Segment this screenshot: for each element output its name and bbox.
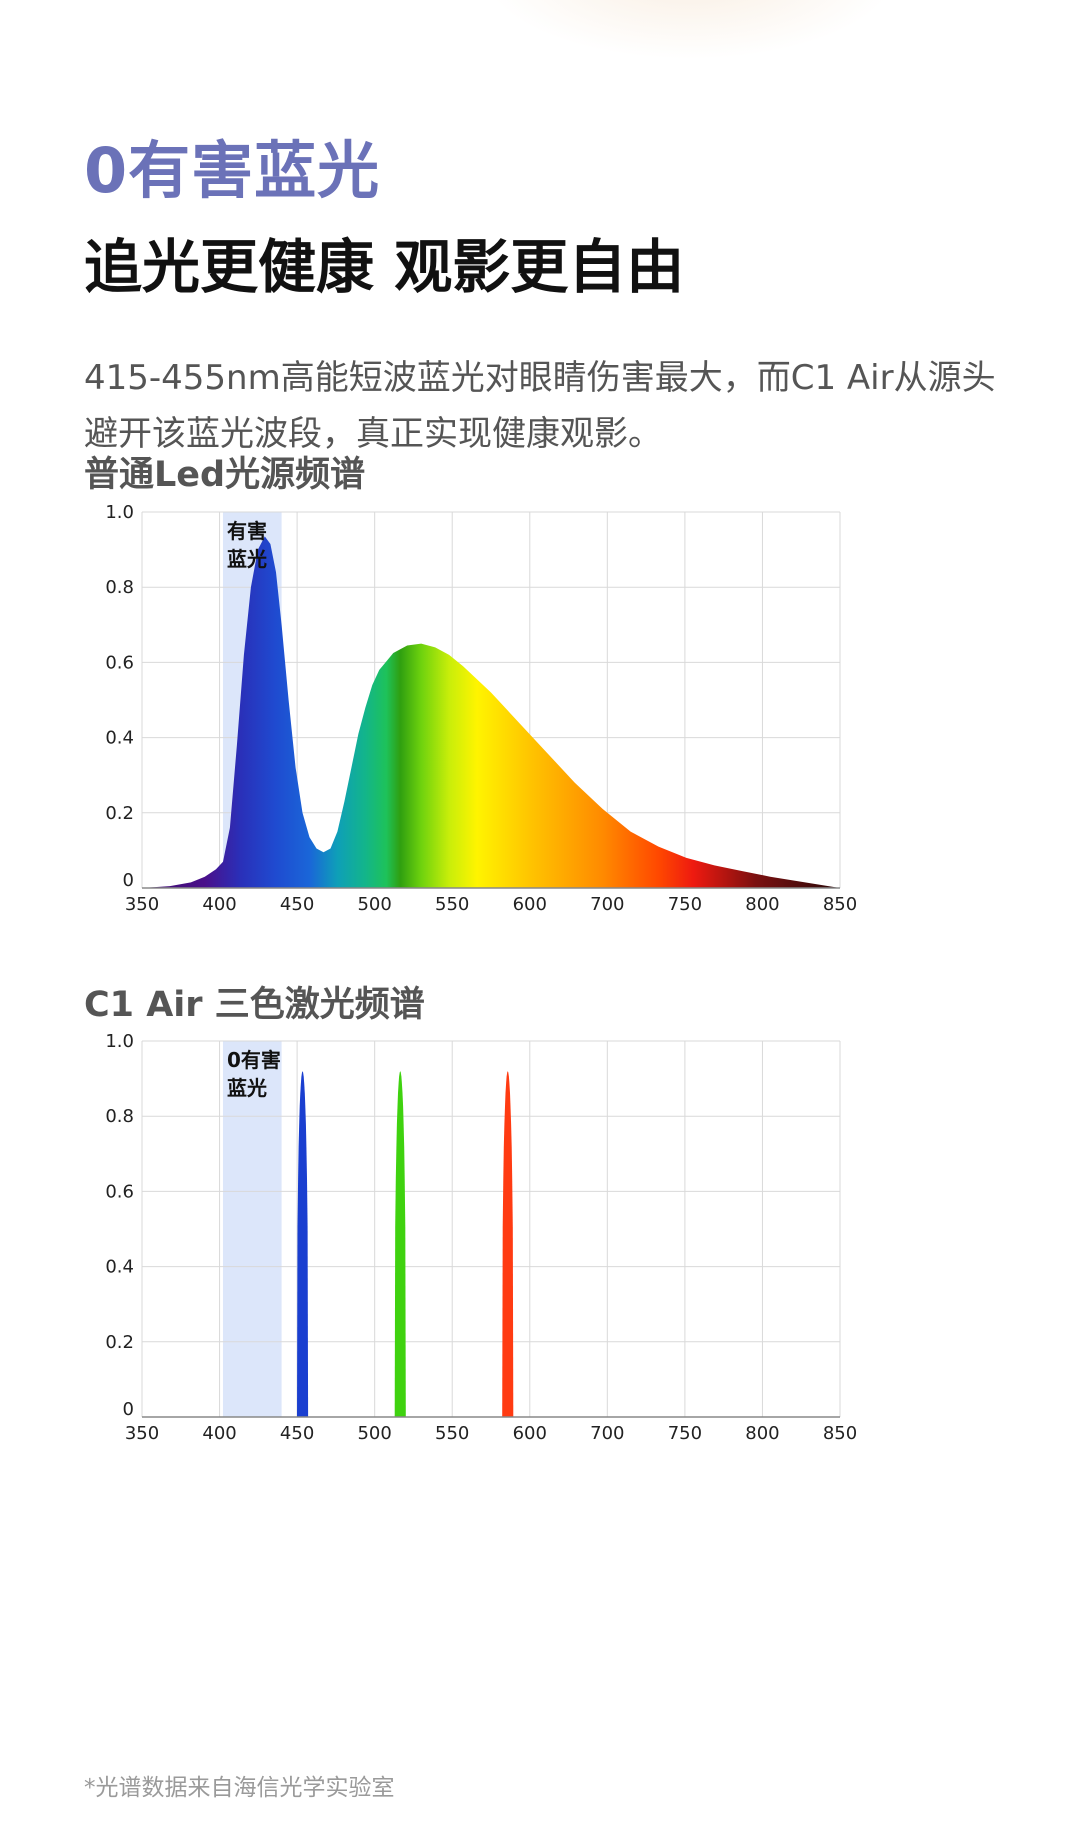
footnote: *光谱数据来自海信光学实验室 — [84, 1775, 395, 1801]
x-tick-label: 750 — [668, 1423, 702, 1444]
x-tick-label: 400 — [202, 894, 236, 915]
led-spectrum-area — [142, 536, 840, 888]
x-tick-label: 550 — [435, 894, 469, 915]
y-tick-label: 0 — [123, 870, 134, 891]
x-tick-label: 500 — [357, 1423, 391, 1444]
y-tick-label: 0.4 — [105, 1257, 134, 1278]
top-glow — [480, 0, 900, 60]
led-spectrum-title: 普通Led光源频谱 — [84, 455, 366, 495]
x-tick-label: 800 — [745, 894, 779, 915]
x-tick-label: 800 — [745, 1423, 779, 1444]
x-tick-label: 350 — [125, 894, 159, 915]
y-tick-label: 0.8 — [105, 577, 134, 598]
x-tick-label: 350 — [125, 1423, 159, 1444]
led-spectrum-chart: 有害蓝光 350 400 450 500 550 600 700 750 800 850 0 0.2 0.… — [100, 500, 1030, 970]
y-tick-label: 0.6 — [105, 652, 134, 673]
laser-spectrum-chart: 0有害蓝光 350 400 450 500 550 600 700 750 800 850 0 0.2 0… — [100, 1029, 1030, 1499]
x-tick-label: 850 — [823, 1423, 857, 1444]
description: 415-455nm高能短波蓝光对眼睛伤害最大，而C1 Air从源头避开该蓝光波段… — [84, 358, 996, 454]
y-tick-label: 0.2 — [105, 1332, 134, 1353]
laser-spectrum-title: C1 Air 三色激光频谱 — [84, 985, 425, 1025]
y-tick-label: 0.2 — [105, 803, 134, 824]
band-label: 0有害 — [227, 1048, 281, 1072]
x-tick-label: 450 — [280, 894, 314, 915]
x-tick-label: 600 — [513, 1423, 547, 1444]
y-tick-label: 1.0 — [105, 502, 134, 523]
band-label: 蓝光 — [227, 547, 267, 571]
x-tick-label: 700 — [590, 1423, 624, 1444]
harmful-blue-band — [222, 1041, 282, 1417]
y-tick-label: 1.0 — [105, 1031, 134, 1052]
y-tick-label: 0.8 — [105, 1106, 134, 1127]
laser-peak-blue — [297, 1071, 309, 1417]
laser-peak-red — [502, 1071, 514, 1417]
band-label: 有害 — [227, 519, 267, 543]
y-tick-label: 0.6 — [105, 1181, 134, 1202]
x-tick-label: 600 — [513, 894, 547, 915]
x-tick-label: 750 — [668, 894, 702, 915]
x-tick-label: 400 — [202, 1423, 236, 1444]
y-tick-label: 0.4 — [105, 728, 134, 749]
laser-peak-green — [394, 1071, 406, 1417]
headline: 0有害蓝光 — [84, 134, 381, 207]
x-tick-label: 450 — [280, 1423, 314, 1444]
band-label: 蓝光 — [227, 1076, 267, 1100]
y-tick-label: 0 — [123, 1399, 134, 1420]
subheadline: 追光更健康 观影更自由 — [84, 233, 685, 301]
x-tick-label: 700 — [590, 894, 624, 915]
x-tick-label: 550 — [435, 1423, 469, 1444]
x-tick-label: 500 — [357, 894, 391, 915]
x-tick-label: 850 — [823, 894, 857, 915]
